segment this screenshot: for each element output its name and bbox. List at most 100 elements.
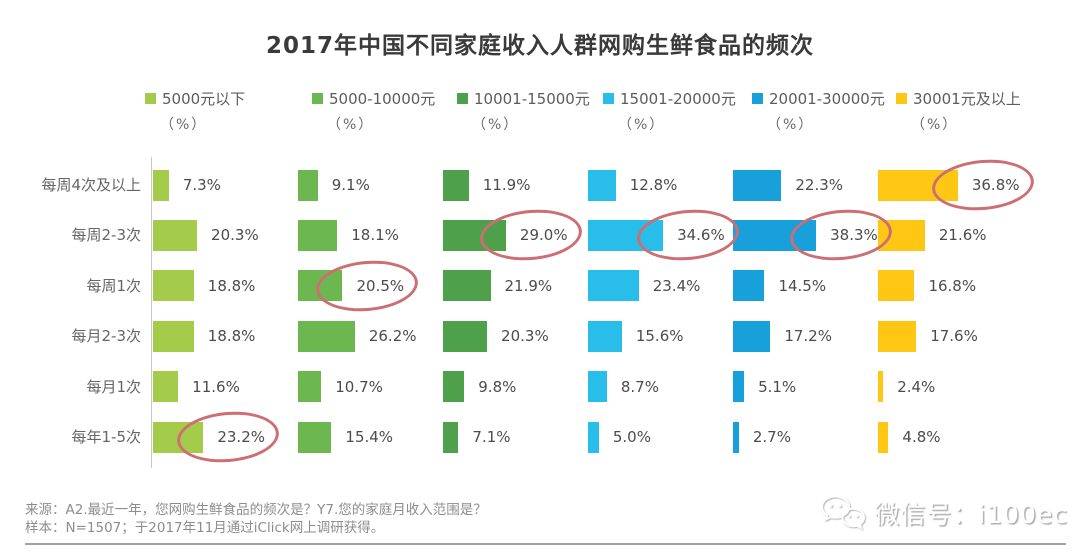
bottom-divider — [25, 543, 1066, 545]
bar-value: 20.5% — [356, 276, 405, 295]
bar-cell: 21.6% — [878, 210, 987, 260]
sample-line: 样本：N=1507；于2017年11月通过iClick网上调研获得。 — [25, 520, 385, 536]
bar-value: 23.4% — [652, 276, 701, 295]
bar-cell: 2.4% — [878, 362, 935, 412]
legend-label: 30001元及以上 — [913, 90, 1021, 108]
bar — [153, 371, 179, 403]
legend-swatch — [457, 93, 468, 104]
bar-value: 7.3% — [182, 176, 221, 194]
legend-swatch — [603, 93, 614, 104]
bar — [443, 270, 491, 302]
bar — [733, 219, 817, 251]
bar-cell: 21.9% — [443, 261, 552, 311]
bar — [733, 371, 745, 403]
bar — [588, 371, 607, 403]
legend-swatch — [312, 93, 323, 104]
bar-cell: 12.8% — [588, 160, 677, 210]
bar-cell: 38.3% — [733, 210, 878, 260]
watermark-label: 微信号：i100ec — [874, 500, 1068, 529]
bar — [588, 169, 616, 201]
bar — [443, 219, 506, 251]
bar-cell: 2.7% — [733, 412, 791, 462]
bar — [878, 371, 884, 403]
bar-value: 20.3% — [501, 327, 549, 346]
bar-cell: 7.1% — [443, 412, 511, 462]
legend-item: 30001元及以上 （%） — [896, 88, 1021, 134]
legend-unit: （%） — [618, 117, 666, 133]
bar-cell: 11.9% — [443, 160, 530, 210]
bar-cell: 5.1% — [733, 362, 796, 412]
bar — [733, 421, 739, 453]
bar — [878, 320, 917, 352]
chart-title: 2017年中国不同家庭收入人群网购生鲜食品的频次 — [265, 33, 814, 59]
bar-cell: 17.6% — [878, 311, 978, 361]
legend-label: 20001-30000元 — [769, 90, 885, 108]
legend-unit: （%） — [767, 117, 815, 133]
bar-value: 21.9% — [504, 276, 553, 295]
legend-unit: （%） — [327, 117, 375, 133]
row-label: 每周1次 — [86, 276, 141, 295]
wechat-icon — [821, 495, 866, 530]
bar-cell: 22.3% — [733, 160, 843, 210]
legend-item: 20001-30000元 （%） — [752, 88, 885, 134]
bar-value: 34.6% — [677, 226, 725, 245]
bar-value: 7.1% — [472, 428, 511, 446]
bar-value: 2.4% — [897, 377, 936, 396]
bar-cell: 10.7% — [298, 362, 383, 412]
bar — [443, 169, 469, 201]
legend-swatch — [752, 93, 763, 104]
bar — [298, 219, 338, 251]
bar-cell: 29.0% — [443, 210, 568, 260]
bar-value: 11.6% — [192, 377, 240, 396]
bar-value: 10.7% — [335, 377, 383, 396]
legend-swatch — [145, 93, 156, 104]
bar — [298, 270, 343, 302]
bar-cell: 14.5% — [733, 261, 826, 311]
bar-value: 9.1% — [331, 176, 370, 194]
row-label: 每月2-3次 — [71, 327, 142, 346]
bar-value: 12.8% — [629, 176, 678, 194]
source-note: 来源：A2.最近一年，您网购生鲜食品的频次是？Y7.您的家庭月收入范围是？ 样本… — [25, 501, 487, 537]
legend-label: 5000元以下 — [162, 90, 246, 108]
bar-value: 11.9% — [482, 176, 531, 194]
bar-cell: 15.4% — [298, 412, 393, 462]
bar-value: 21.6% — [938, 226, 987, 245]
bar-cell: 4.8% — [878, 412, 941, 462]
bar — [153, 320, 194, 352]
bar — [878, 219, 925, 251]
legend-unit: （%） — [472, 117, 520, 133]
bar — [588, 219, 664, 251]
bar-cell: 11.6% — [153, 362, 240, 412]
legend-label: 15001-20000元 — [620, 90, 736, 108]
bar — [588, 270, 639, 302]
source-line: 来源：A2.最近一年，您网购生鲜食品的频次是？Y7.您的家庭月收入范围是？ — [25, 502, 487, 518]
bar-value: 26.2% — [368, 327, 417, 346]
row-label: 每周2-3次 — [71, 226, 142, 245]
bar-cell: 7.3% — [153, 160, 221, 210]
bar-cell: 8.7% — [588, 362, 659, 412]
bar — [878, 270, 915, 302]
bar-value: 17.6% — [930, 327, 978, 346]
row-label: 每年1-5次 — [71, 428, 142, 446]
bar-cell: 18.8% — [153, 311, 255, 361]
bar — [733, 320, 771, 352]
bar-cell: 18.8% — [153, 261, 255, 311]
bar-cell: 36.8% — [878, 160, 1020, 210]
bar-value: 9.8% — [478, 377, 517, 396]
bar — [443, 421, 459, 453]
bar — [298, 320, 355, 352]
bar — [298, 169, 318, 201]
bar-value: 5.1% — [758, 377, 797, 396]
bar-cell: 20.3% — [153, 210, 259, 260]
bar-value: 15.6% — [635, 327, 684, 346]
bar-cell: 5.0% — [588, 412, 651, 462]
bar-cell: 34.6% — [588, 210, 725, 260]
bar-cell: 9.8% — [443, 362, 516, 412]
legend-swatch — [896, 93, 907, 104]
bar-cell: 15.6% — [588, 311, 684, 361]
bar-value: 4.8% — [902, 428, 941, 446]
bar-cell: 20.5% — [298, 261, 404, 311]
bar — [298, 421, 332, 453]
bar-cell: 16.8% — [878, 261, 976, 311]
legend-item: 15001-20000元 （%） — [603, 88, 736, 134]
